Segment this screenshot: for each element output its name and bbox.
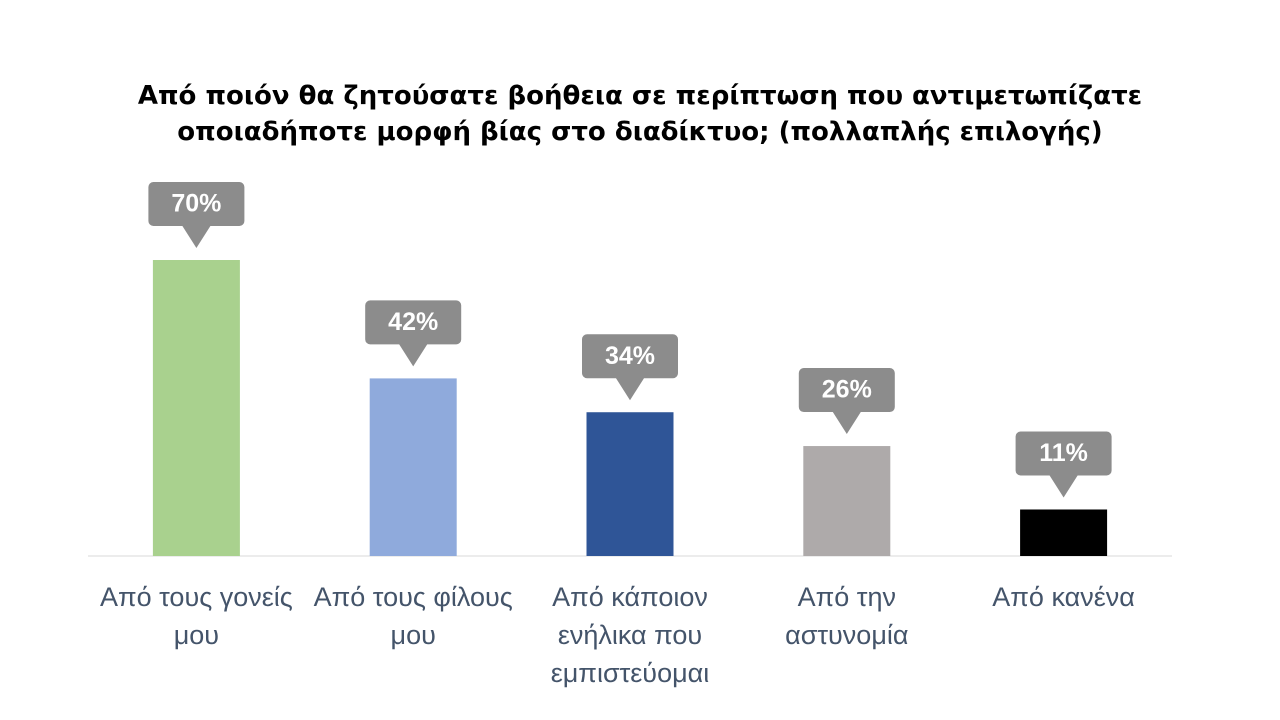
callout — [365, 300, 462, 367]
bar — [152, 260, 240, 556]
bar — [803, 446, 891, 556]
callout — [582, 334, 678, 401]
value-label: 42% — [388, 308, 438, 336]
chart-title: Από ποιόν θα ζητούσατε βοήθεια σε περίπτ… — [137, 81, 1143, 147]
bar — [1020, 509, 1108, 556]
x-tick-label: Από την αστυνομία — [785, 582, 909, 650]
x-tick-label: Από τους γονείς μου — [99, 582, 293, 650]
callout — [1015, 431, 1112, 498]
bar — [369, 378, 457, 556]
bar — [586, 412, 674, 556]
value-label: 34% — [605, 342, 655, 370]
x-tick-label: Από τους φίλους μου — [313, 582, 513, 650]
x-tick-label: Από κανένα — [992, 582, 1135, 612]
value-label: 11% — [1039, 439, 1088, 467]
x-tick-label: Από κάποιον ενήλικα που εμπιστεύομαι — [550, 582, 710, 688]
value-label: 70% — [171, 190, 221, 218]
callout — [798, 368, 895, 435]
callout — [148, 182, 245, 248]
value-label: 26% — [822, 376, 872, 404]
